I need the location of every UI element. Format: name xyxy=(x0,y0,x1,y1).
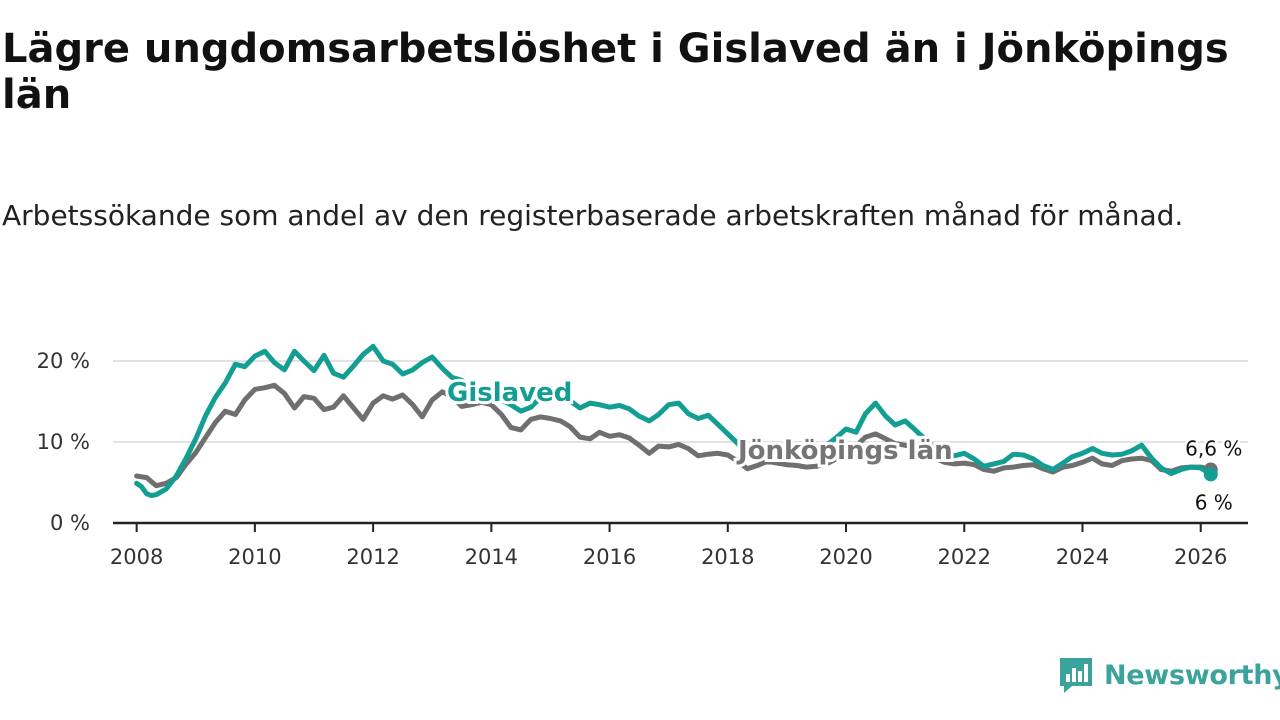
end-label-jonkopings-lan: 6,6 % xyxy=(1185,437,1242,461)
x-tick-label: 2012 xyxy=(346,545,399,569)
y-tick-label: 0 % xyxy=(50,511,90,535)
x-tick-label: 2022 xyxy=(938,545,991,569)
end-point-gislaved xyxy=(1203,467,1218,482)
series-lines xyxy=(134,343,1218,498)
series-line-gislaved xyxy=(134,343,1214,498)
x-tick-label: 2008 xyxy=(110,545,163,569)
series-label-gislaved: Gislaved xyxy=(447,378,572,408)
line-chart: 0 % 10 % 20 % 2008 2010 2012 2014 2016 2018 2020 2… xyxy=(37,343,1248,569)
y-tick-label: 20 % xyxy=(37,349,90,373)
series-label-jonkopings-lan: Jönköpings län xyxy=(736,436,953,466)
x-tick-label: 2014 xyxy=(465,545,518,569)
x-tick-label: 2026 xyxy=(1174,545,1227,569)
axes: 0 % 10 % 20 % 2008 2010 2012 2014 2016 2018 2020 2… xyxy=(37,349,1248,569)
x-tick-label: 2016 xyxy=(583,545,636,569)
x-tick-label: 2018 xyxy=(701,545,754,569)
newsworthy-logo: Newsworthy xyxy=(1058,654,1280,696)
newsworthy-icon xyxy=(1060,658,1092,693)
series-labels: Gislaved Jönköpings län 6,6 % 6 % xyxy=(444,375,1245,517)
series-line-jonkopings-lan xyxy=(134,382,1214,489)
x-tick-label: 2010 xyxy=(228,545,281,569)
brand-name: Newsworthy xyxy=(1104,659,1280,691)
chart-title: Lägre ungdomsarbetslöshet i Gislaved än … xyxy=(2,26,1229,118)
chart-subtitle: Arbetssökande som andel av den registerb… xyxy=(2,199,1184,232)
y-tick-label: 10 % xyxy=(37,430,90,454)
x-tick-label: 2020 xyxy=(819,545,872,569)
end-label-gislaved: 6 % xyxy=(1195,490,1233,514)
x-tick-label: 2024 xyxy=(1056,545,1109,569)
